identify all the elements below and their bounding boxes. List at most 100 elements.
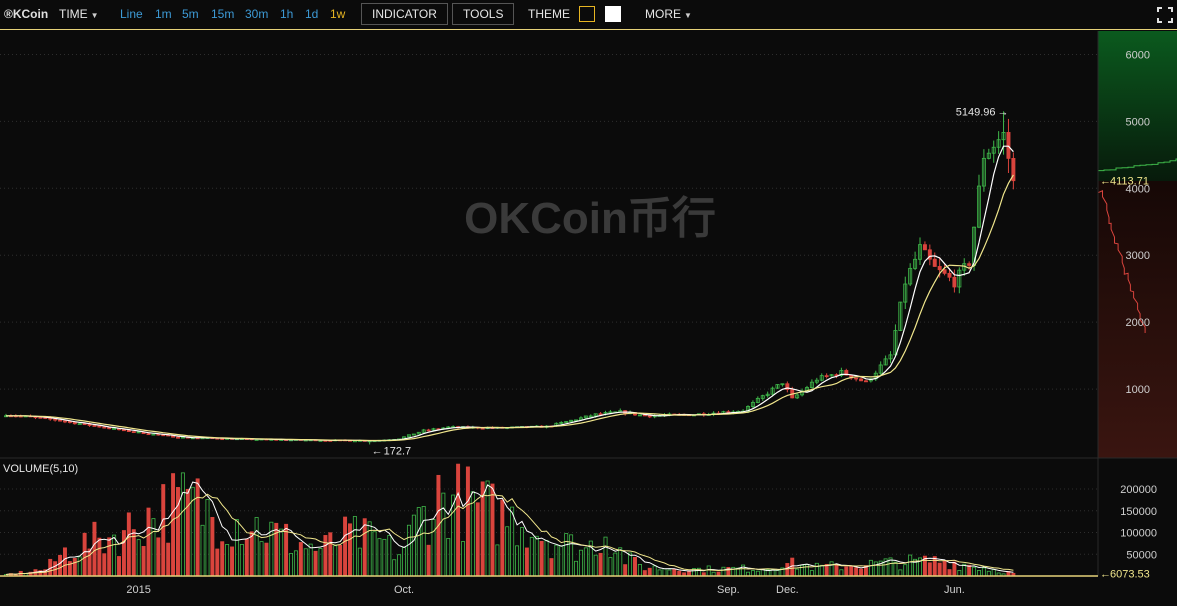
- candle-body: [952, 276, 957, 288]
- more-menu[interactable]: MORE ▼: [645, 0, 692, 29]
- volume-bar: [534, 535, 539, 577]
- candle-body: [637, 414, 642, 417]
- candle-body: [918, 244, 922, 260]
- chevron-down-icon: ▼: [684, 11, 692, 20]
- volume-bar: [539, 540, 544, 577]
- okcoin-logo[interactable]: ®KCoin: [4, 7, 49, 21]
- volume-bar: [839, 569, 844, 577]
- theme-light-swatch[interactable]: [605, 6, 621, 22]
- volume-bar: [608, 557, 613, 577]
- volume-bar: [750, 570, 755, 577]
- candle-body: [107, 427, 112, 430]
- volume-bar: [180, 472, 185, 577]
- volume-bar: [564, 533, 569, 577]
- candle-body: [480, 427, 485, 430]
- timeframe-line[interactable]: Line: [120, 7, 143, 21]
- last-price-tag: ← 4113.71: [1100, 176, 1149, 188]
- timeframe-15m[interactable]: 15m: [211, 7, 235, 21]
- candle-body: [416, 431, 421, 435]
- arrow-right-icon: →: [998, 106, 1009, 118]
- price-tick-label: 5000: [1126, 116, 1150, 128]
- time-menu[interactable]: TIME ▼: [59, 0, 99, 29]
- volume-bar: [220, 541, 225, 577]
- volume-bar: [121, 530, 126, 577]
- theme-label: THEME: [528, 7, 570, 21]
- candle-body: [922, 244, 927, 251]
- theme-dark-swatch[interactable]: [579, 6, 595, 22]
- volume-bar: [461, 541, 465, 577]
- volume-bar: [893, 561, 898, 577]
- volume-bar: [372, 531, 377, 577]
- candle-body: [647, 415, 652, 418]
- chart-area[interactable]: OKCoin币行 1000 2000 3000 4000 5000 6000 5149.9…: [0, 31, 1177, 606]
- price-tick-label: 2000: [1126, 317, 1150, 329]
- chevron-down-icon: ▼: [90, 11, 99, 20]
- candle-body: [67, 421, 72, 423]
- volume-bar: [102, 553, 107, 577]
- volume-axis: 50000 100000 150000 200000: [1120, 484, 1157, 561]
- candle-body: [58, 419, 63, 422]
- volume-bar: [397, 554, 402, 577]
- candle-body: [92, 425, 97, 427]
- timeframe-30m[interactable]: 30m: [245, 7, 269, 21]
- volume-bar: [156, 537, 161, 577]
- volume-bar: [593, 554, 598, 577]
- volume-bar: [117, 556, 122, 577]
- volume-tick-label: 100000: [1120, 528, 1157, 540]
- candle-body: [888, 354, 893, 360]
- volume-ma10-line: [5, 493, 1014, 575]
- timeframe-1h[interactable]: 1h: [280, 7, 294, 21]
- volume-bar: [274, 522, 279, 577]
- okcoin-watermark: OKCoin币行: [464, 194, 716, 243]
- volume-bar: [352, 516, 357, 577]
- last-volume-label: 6073.53: [1110, 568, 1150, 580]
- volume-title: VOLUME(5,10): [3, 463, 78, 475]
- candle-body: [569, 419, 574, 422]
- volume-bar: [402, 547, 407, 577]
- candle-body: [559, 421, 564, 424]
- volume-bar: [357, 547, 362, 577]
- candle-body: [53, 418, 58, 421]
- candle-body: [991, 146, 996, 154]
- volume-bar: [524, 547, 529, 577]
- volume-bar: [991, 569, 996, 577]
- last-price-label: 4113.71: [1110, 176, 1149, 188]
- volume-bar: [672, 569, 677, 577]
- candle-body: [765, 393, 770, 397]
- min-annotation: ← 172.7: [372, 445, 412, 457]
- candle-body: [176, 436, 180, 439]
- fullscreen-icon[interactable]: [1157, 7, 1173, 23]
- volume-bar: [58, 554, 63, 577]
- volume-bar: [642, 570, 647, 577]
- price-axis: 1000 2000 3000 4000 5000 6000: [1126, 49, 1150, 396]
- candle-body: [112, 427, 117, 430]
- volume-bar: [72, 558, 77, 577]
- volume-bar: [952, 561, 957, 577]
- tools-button[interactable]: TOOLS: [452, 3, 515, 25]
- candle-body: [947, 272, 952, 278]
- time-tick-label: Sep.: [717, 584, 740, 596]
- volume-bar: [343, 516, 348, 577]
- volume-bar: [549, 558, 554, 577]
- timeframe-1m[interactable]: 1m: [155, 7, 172, 21]
- volume-bar: [908, 554, 913, 577]
- timeframe-1d[interactable]: 1d: [305, 7, 319, 21]
- volume-bar: [544, 539, 549, 577]
- candle-body: [421, 429, 426, 433]
- timeframe-1w[interactable]: 1w: [330, 7, 346, 21]
- volume-bar: [618, 547, 623, 577]
- indicator-button[interactable]: INDICATOR: [361, 3, 448, 25]
- candle-body: [598, 413, 603, 416]
- volume-bar: [824, 564, 829, 577]
- volume-bar: [510, 506, 515, 577]
- timeframe-5m[interactable]: 5m: [182, 7, 199, 21]
- candle-body: [913, 258, 918, 269]
- volume-bar: [967, 564, 972, 577]
- volume-bar: [637, 564, 642, 577]
- volume-bar: [333, 545, 338, 577]
- volume-bar: [293, 550, 298, 577]
- candle-body: [574, 419, 579, 422]
- volume-bar: [490, 483, 495, 577]
- volume-bar: [151, 518, 156, 577]
- volume-bar: [249, 531, 254, 577]
